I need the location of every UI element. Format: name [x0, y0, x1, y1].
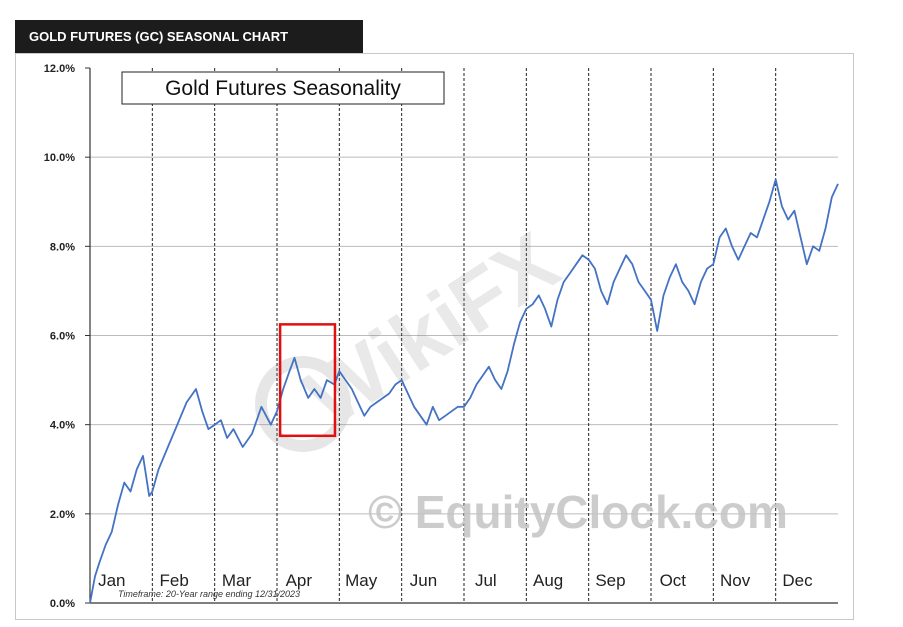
- april-highlight-box: [278, 323, 337, 438]
- chart-title-box: Gold Futures Seasonality: [121, 71, 445, 105]
- title-box-border: [121, 71, 445, 105]
- month-label: Sep: [595, 571, 625, 590]
- month-label: Jan: [98, 571, 125, 590]
- month-label: Dec: [782, 571, 813, 590]
- y-tick-label: 12.0%: [44, 63, 75, 75]
- month-label: Apr: [286, 571, 313, 590]
- y-tick-label: 4.0%: [50, 420, 75, 432]
- month-label: Aug: [533, 571, 563, 590]
- y-tick-label: 10.0%: [44, 152, 75, 164]
- month-label: Jul: [475, 571, 497, 590]
- y-tick-label: 8.0%: [50, 241, 75, 253]
- timeframe-footnote: Timeframe: 20-Year range ending 12/31/20…: [118, 589, 300, 599]
- month-label: Oct: [660, 571, 687, 590]
- month-label: Nov: [720, 571, 751, 590]
- seasonal-series-line: [89, 178, 839, 604]
- month-label: May: [345, 571, 378, 590]
- y-tick-label: 0.0%: [50, 598, 75, 610]
- wikifx-logo-icon: [255, 356, 351, 452]
- chart-title: Gold Futures Seasonality: [165, 77, 401, 100]
- chart-header-title: GOLD FUTURES (GC) SEASONAL CHART: [15, 20, 363, 54]
- y-tick-label: 2.0%: [50, 509, 75, 521]
- chart-frame: [15, 53, 854, 620]
- y-tick-label: 6.0%: [50, 331, 75, 343]
- month-label: Jun: [410, 571, 437, 590]
- month-label: Feb: [160, 571, 189, 590]
- copyright-watermark: © EquityClock.com: [368, 486, 788, 538]
- month-label: Mar: [222, 571, 252, 590]
